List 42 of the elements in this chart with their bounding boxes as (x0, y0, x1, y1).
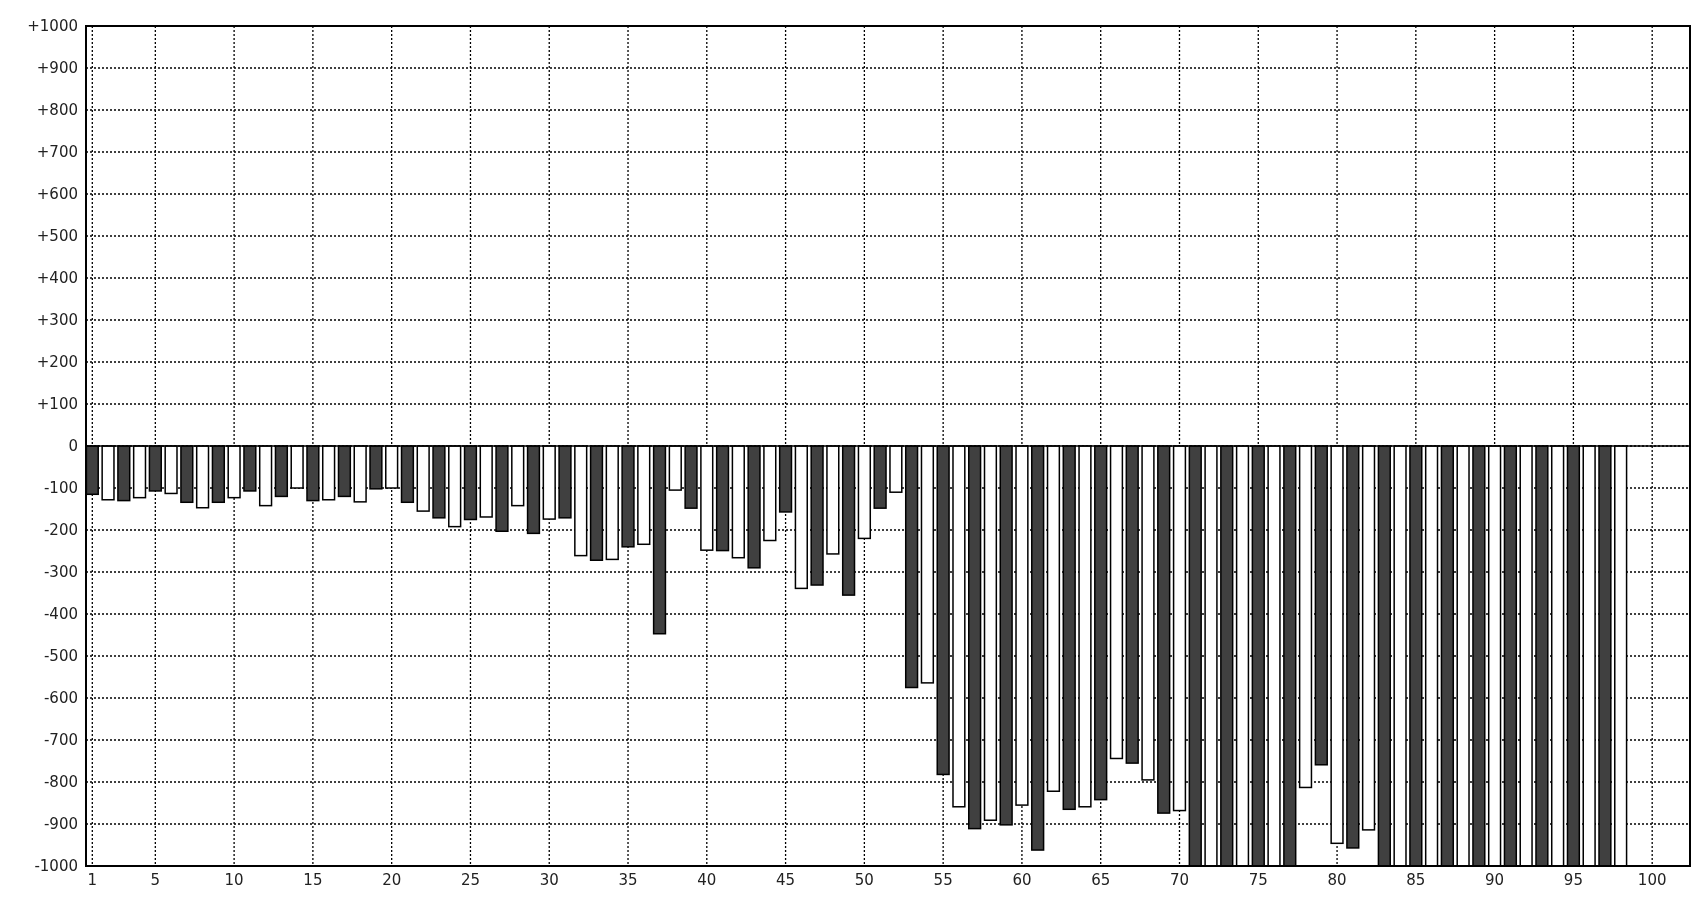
y-tick-label: +1000 (27, 17, 78, 36)
y-tick-label: +100 (36, 395, 78, 414)
x-tick-label: 50 (854, 871, 874, 889)
y-tick-label: -700 (43, 731, 78, 750)
y-tick-label: -900 (43, 815, 78, 834)
y-tick-label: 0 (68, 437, 78, 456)
x-tick-label: 10 (224, 871, 244, 889)
x-tick-label: 70 (1169, 871, 1190, 889)
y-tick-label: -200 (43, 521, 78, 540)
y-tick-label: +300 (36, 311, 78, 330)
y-tick-label: -400 (43, 605, 78, 624)
x-tick-label: 30 (539, 871, 559, 889)
y-tick-label: -100 (43, 479, 78, 498)
y-tick-label: +400 (36, 269, 78, 288)
y-tick-label: -500 (43, 647, 78, 666)
x-tick-label: 35 (618, 871, 638, 889)
y-tick-label: -600 (43, 689, 78, 708)
x-tick-label: 60 (1012, 871, 1032, 889)
x-tick-label: 5 (150, 871, 161, 889)
x-tick-label: 90 (1485, 871, 1505, 889)
x-tick-label: 1 (87, 871, 98, 889)
x-tick-label: 100 (1637, 871, 1667, 889)
x-tick-label: 80 (1327, 871, 1347, 889)
y-tick-label: +500 (36, 227, 78, 246)
x-tick-label: 20 (382, 871, 402, 889)
y-tick-label: -300 (43, 563, 78, 582)
y-tick-label: +800 (36, 101, 78, 120)
y-tick-label: +200 (36, 353, 78, 372)
x-tick-label: 85 (1406, 871, 1426, 889)
x-tick-label: 45 (776, 871, 796, 889)
x-tick-label: 65 (1091, 871, 1111, 889)
x-tick-label: 95 (1563, 871, 1583, 889)
y-tick-label: +900 (36, 59, 78, 78)
x-tick-label: 15 (303, 871, 323, 889)
y-tick-label: -800 (43, 773, 78, 792)
x-tick-label: 55 (933, 871, 953, 889)
x-tick-label: 25 (460, 871, 480, 889)
y-tick-label: -1000 (34, 857, 78, 876)
x-tick-label: 40 (697, 871, 717, 889)
y-tick-label: +600 (36, 185, 78, 204)
x-tick-label: 75 (1248, 871, 1268, 889)
y-tick-label: +700 (36, 143, 78, 162)
